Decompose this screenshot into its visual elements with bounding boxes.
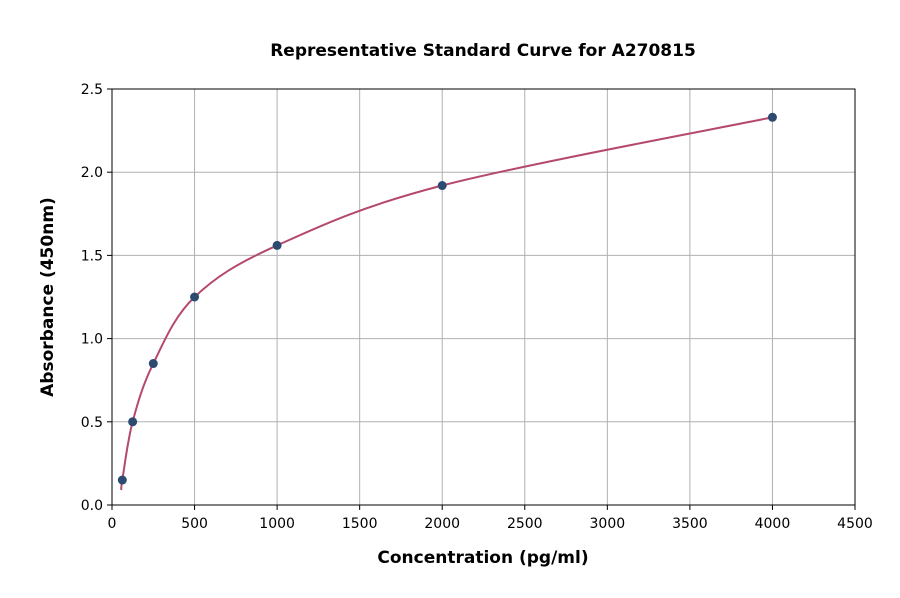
x-tick-label: 2000: [424, 516, 460, 532]
y-tick-label: 0.5: [81, 415, 103, 431]
data-point: [148, 359, 158, 369]
x-axis-ticks: 0 500 1000 1500 2000 2500 3000 3500 4000 4500: [108, 505, 873, 532]
x-tick-label: 1000: [259, 516, 295, 532]
data-point: [190, 292, 200, 302]
plot-frame: [111, 88, 856, 506]
grid-lines: [111, 88, 856, 506]
data-point: [128, 417, 138, 427]
y-tick-label: 0.0: [81, 498, 103, 514]
y-tick-label: 1.5: [81, 248, 103, 264]
chart-title: Representative Standard Curve for A27081…: [270, 41, 696, 61]
x-tick-label: 0: [108, 516, 117, 532]
y-tick-label: 2.5: [81, 82, 103, 98]
data-point: [437, 181, 447, 191]
x-tick-label: 4000: [755, 516, 791, 532]
data-points: [117, 112, 777, 485]
data-point: [767, 112, 777, 122]
y-axis-label: Absorbance (450nm): [38, 197, 58, 397]
data-point: [117, 475, 127, 485]
fit-curve-layer: [120, 116, 773, 491]
x-tick-label: 1500: [342, 516, 378, 532]
x-tick-label: 500: [181, 516, 208, 532]
fit-curve: [120, 116, 773, 491]
y-axis-ticks: 0.0 0.5 1.0 1.5 2.0 2.5: [81, 82, 112, 514]
y-tick-label: 2.0: [81, 165, 103, 181]
data-point: [272, 240, 282, 250]
y-tick-label: 1.0: [81, 332, 103, 348]
x-axis-label: Concentration (pg/ml): [377, 548, 588, 568]
x-tick-label: 4500: [837, 516, 873, 532]
x-tick-label: 2500: [507, 516, 543, 532]
x-tick-label: 3000: [590, 516, 626, 532]
x-tick-label: 3500: [672, 516, 708, 532]
